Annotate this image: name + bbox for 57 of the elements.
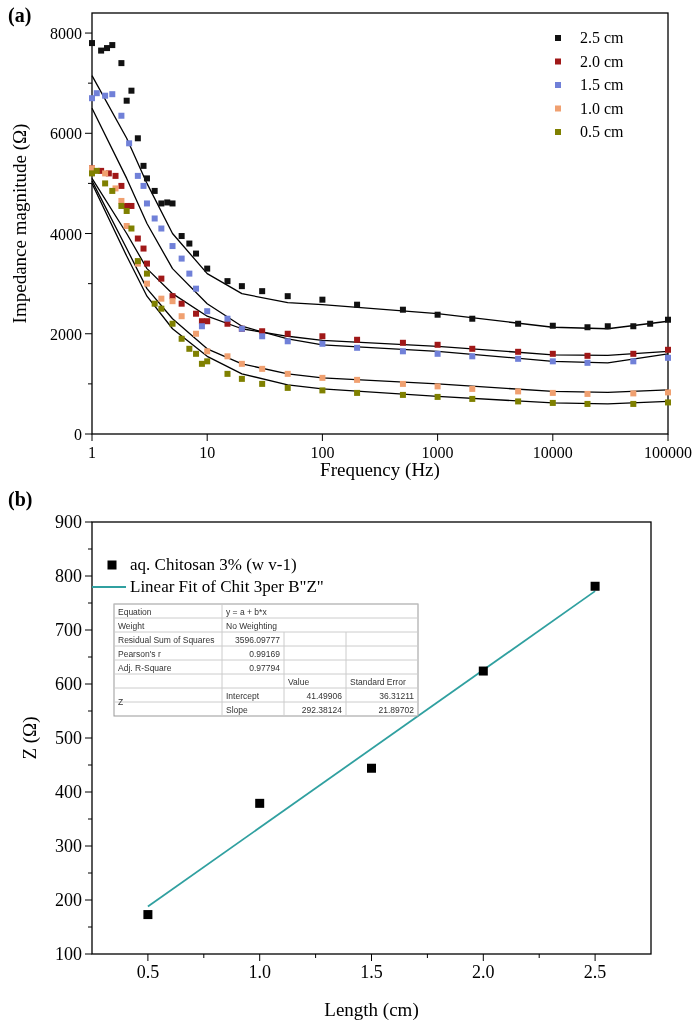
x-tick-label: 1.0: [248, 962, 271, 982]
x-tick-label: 1000: [421, 444, 454, 461]
x-tick-label: 2.5: [583, 962, 607, 982]
annotation: Adj. R-Square: [118, 662, 172, 673]
chart-title: (a): [8, 4, 32, 27]
annotation: 3596.09777: [235, 634, 281, 645]
annotation: 0.97794: [249, 662, 281, 673]
y-tick-label: 200: [55, 890, 82, 910]
legend-label: Linear Fit of Chit 3per B"Z": [130, 577, 324, 596]
legend-label: 1.5 cm: [580, 76, 625, 93]
x-tick-label: 0.5: [136, 962, 160, 982]
legend-label: aq. Chitosan 3% (w v-1): [130, 555, 297, 574]
annotation: 0.99169: [249, 648, 281, 659]
y-tick-label: 6000: [50, 125, 82, 143]
y-tick-label: 700: [55, 620, 82, 640]
annotation: Weight: [118, 620, 145, 631]
y-axis-title: Impedance magnitude (Ω): [9, 123, 31, 324]
legend-label: 1.0 cm: [580, 99, 625, 117]
y-tick-label: 4000: [50, 225, 82, 243]
x-tick-label: 1: [88, 444, 96, 461]
y-tick-label: 100: [55, 944, 82, 964]
annotation: Value: [288, 676, 310, 687]
x-tick-label: 100000: [644, 444, 692, 461]
legend-label: 0.5 cm: [580, 123, 625, 140]
x-axis-title: Length (cm): [324, 999, 419, 1021]
x-tick-label: 100: [310, 444, 335, 461]
annotation: No Weighting: [226, 620, 278, 631]
legend-label: 2.0 cm: [580, 52, 625, 70]
annotation: 41.49906: [306, 690, 343, 701]
y-tick-label: 400: [55, 782, 82, 802]
y-tick-label: 8000: [50, 25, 82, 43]
annotation: Equation: [118, 606, 152, 617]
y-tick-label: 500: [55, 728, 82, 748]
chart-title: (b): [8, 488, 33, 511]
y-tick-label: 300: [55, 836, 82, 856]
annotation: 292.38124: [301, 704, 343, 715]
annotation: Intercept: [226, 690, 260, 701]
annotation: Slope: [226, 704, 249, 715]
x-tick-label: 2.0: [472, 962, 495, 982]
y-tick-label: 600: [55, 674, 82, 694]
y-tick-label: 800: [55, 566, 82, 586]
y-axis-title: Z (Ω): [19, 716, 41, 760]
annotation: Pearson's r: [118, 648, 161, 659]
y-tick-label: 900: [55, 512, 82, 532]
x-tick-label: 10000: [532, 444, 573, 461]
annotation: Z: [118, 697, 124, 707]
annotation: 36.31211: [379, 690, 415, 701]
legend-label: 2.5 cm: [580, 29, 625, 46]
annotation: Residual Sum of Squares: [118, 634, 215, 645]
x-axis-title: Frequency (Hz): [320, 459, 440, 481]
y-tick-label: 0: [74, 426, 82, 443]
annotation: Standard Error: [350, 676, 406, 687]
annotation: y = a + b*x: [226, 606, 268, 617]
x-tick-label: 1.5: [360, 962, 383, 982]
y-tick-label: 2000: [50, 325, 82, 343]
annotation: 21.89702: [378, 704, 415, 715]
x-tick-label: 10: [199, 444, 216, 461]
